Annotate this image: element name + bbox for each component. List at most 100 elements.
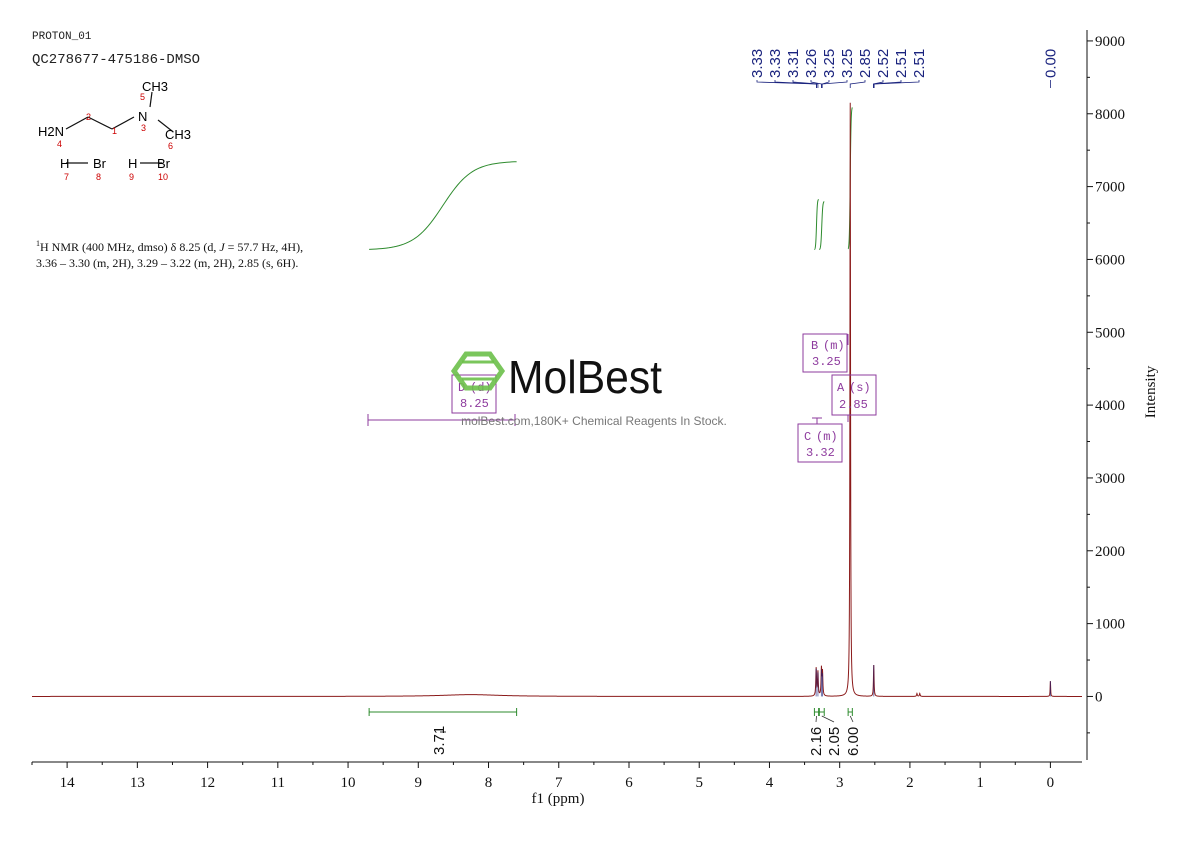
integral-leader [821,715,835,723]
molbest-watermark: MolBest molBest.com,180K+ Chemical Reage… [450,351,727,428]
y-tick-label: 4000 [1095,398,1125,414]
nmr-description-line1: 1H NMR (400 MHz, dmso) δ 8.25 (d, J = 57… [36,236,396,255]
multiplet-a-type: (s) [849,381,871,395]
peak-label-leader [810,80,822,88]
nmr-description: 1H NMR (400 MHz, dmso) δ 8.25 (d, J = 57… [36,236,396,271]
y-ticks: 0 1000 2000 3000 4000 5000 6000 7000 8000 9000 [1087,34,1125,734]
integral-bars: 3.71 2.16 2.05 6.00 [368,708,862,756]
y-tick-label: 5000 [1095,325,1125,341]
integral-leader [849,715,854,723]
atom-number-9: 9 [129,172,134,182]
multiplet-c-letter: C [804,430,811,444]
nmr-description-line2: 3.36 – 3.30 (m, 2H), 3.29 – 3.22 (m, 2H)… [36,256,299,270]
x-tick-label: 8 [485,775,493,791]
atom-ch3-top: CH3 [142,79,168,94]
atom-h2n: H2N [38,124,64,139]
integral-value: 3.71 [431,726,448,755]
x-tick-label: 11 [271,775,285,791]
peak-label: 2.51 [911,49,928,78]
atom-br-1: Br [93,156,107,171]
integral-value: 2.16 [808,727,825,756]
peak-label: 3.33 [767,49,784,78]
x-tick-label: 14 [60,775,76,791]
molbest-logo-icon [450,351,506,391]
integral-curve [369,161,517,250]
x-tick-label: 0 [1047,775,1055,791]
peak-label: 2.85 [857,49,874,78]
x-axis-label: f1 (ppm) [532,791,585,807]
multiplet-c-shift: 3.32 [806,446,835,460]
integral-value: 6.00 [845,727,862,756]
x-tick-label: 9 [415,775,423,791]
atom-number-2: 2 [86,112,91,122]
nmr-isotope: 1 [36,239,40,248]
multiplet-b-type: (m) [823,339,845,353]
experiment-name: PROTON_01 [32,31,92,43]
y-tick-label: 7000 [1095,180,1125,196]
y-tick-label: 2000 [1095,544,1125,560]
peak-label-leader [756,80,817,88]
sample-id: QC278677-475186-DMSO [32,52,201,68]
atom-number-5: 5 [140,92,145,102]
multiplet-d: D (d) 8.25 [367,374,516,426]
multiplet-c: C (m) 3.32 [797,417,843,463]
peak-label: 3.25 [821,49,838,78]
multiplet-c-type: (m) [816,430,838,444]
peak-label: 2.51 [893,49,910,78]
y-axis-label: Intensity [1143,365,1159,418]
nmr-line1-a: H NMR (400 MHz, dmso) δ 8.25 (d, [40,240,220,254]
atom-number-8: 8 [96,172,101,182]
y-tick-label: 8000 [1095,107,1125,123]
multiplet-a-shift: 2.85 [839,398,868,412]
spectrum-line [32,102,1082,697]
peak-label-leader [849,80,866,88]
x-tick-label: 5 [695,775,703,791]
peak-label: 2.52 [875,49,892,78]
x-tick-label: 4 [766,775,774,791]
y-tick-label: 6000 [1095,252,1125,268]
atom-number-1: 1 [112,126,117,136]
x-tick-label: 6 [625,775,633,791]
x-tick-label: 3 [836,775,844,791]
peak-label: 3.25 [839,49,856,78]
atom-number-4: 4 [57,139,62,149]
peak-label-leader [792,80,819,88]
chart-axes [32,30,1088,763]
integral-curves [369,107,853,251]
peak-label: 3.33 [749,49,766,78]
peak-label: 0.00 [1042,49,1059,78]
y-tick-label: 1000 [1095,617,1125,633]
x-tick-label: 1 [976,775,984,791]
x-tick-label: 12 [200,775,215,791]
atom-n: N [138,109,147,124]
chemical-structure: CH3 5 N 3 CH3 6 H2N 4 2 1 H Br 7 8 H Br … [38,79,191,182]
nmr-line1-b: = 57.7 Hz, 4H), [224,240,304,254]
integral-curve [814,198,819,250]
multiplet-b: B (m) 3.25 [802,333,849,373]
multiplet-a: A (s) 2.85 [831,374,877,422]
x-tick-label: 7 [555,775,563,791]
multiplet-d-shift: 8.25 [460,397,489,411]
multiplet-a-letter: A [837,381,845,395]
peak-label-leader [873,80,920,88]
peak-labels: 3.33 3.33 3.31 3.26 3.25 3.25 2.85 2.52 2.51 2.51… [749,49,1059,88]
x-tick-label: 2 [906,775,914,791]
atom-br-2: Br [157,156,171,171]
peak-label-leader [774,80,817,88]
multiplet-b-letter: B [811,339,818,353]
atom-number-6: 6 [168,141,173,151]
x-ticks: 14 13 12 11 10 9 8 7 6 5 4 3 2 1 0 [31,762,1055,791]
y-tick-label: 3000 [1095,471,1125,487]
multiplet-b-shift: 3.25 [812,355,841,369]
multiplet-d-letter: D [458,381,465,395]
molbest-brand: MolBest [508,351,662,403]
peak-label-leader [873,80,884,88]
atom-ch3-right: CH3 [165,127,191,142]
peak-label: 3.26 [803,49,820,78]
nmr-coupling-symbol: J [219,240,225,254]
atom-h-1: H [60,156,69,171]
atom-number-3: 3 [141,123,146,133]
y-tick-label: 9000 [1095,34,1125,50]
peak-label-leader [821,80,848,88]
